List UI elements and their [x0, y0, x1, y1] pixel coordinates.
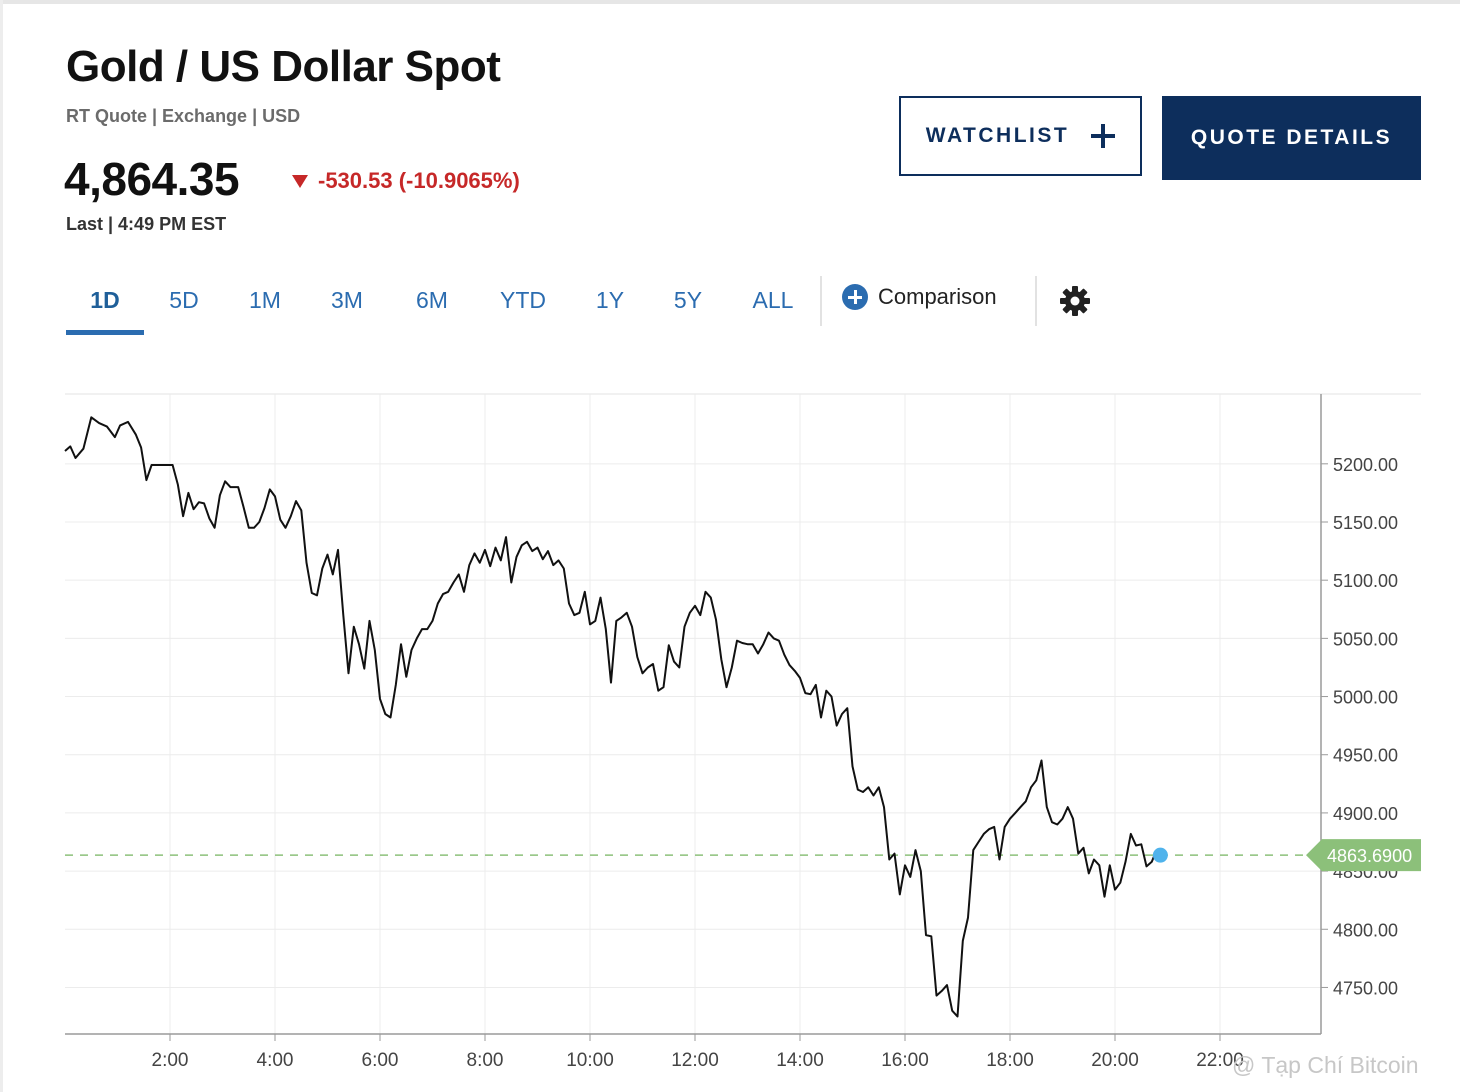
price-change: -530.53 (-10.9065%) — [292, 168, 520, 194]
quote-details-label: QUOTE DETAILS — [1190, 126, 1393, 149]
x-tick-label: 20:00 — [1091, 1050, 1139, 1071]
gear-icon[interactable] — [1058, 284, 1092, 318]
chart-grid — [65, 393, 1421, 1034]
tab-all[interactable]: ALL — [752, 287, 794, 313]
last-price: 4,864.35 — [64, 153, 240, 205]
comparison-button[interactable]: Comparison — [842, 284, 997, 310]
x-axis: 2:00 4:00 6:00 8:00 10:00 12:00 14:00 16:00 18:0… — [65, 1033, 1321, 1071]
watchlist-button[interactable]: WATCHLIST — [899, 96, 1142, 176]
last-price-tag-label: 4863.6900 — [1327, 846, 1412, 866]
tab-6m[interactable]: 6M — [416, 287, 448, 313]
x-tick-label: 16:00 — [881, 1050, 929, 1071]
y-tick-label: 4900.00 — [1333, 804, 1398, 824]
top-border — [0, 0, 1460, 4]
y-tick-label: 5150.00 — [1333, 513, 1398, 533]
price-chart[interactable]: 2:00 4:00 6:00 8:00 10:00 12:00 14:00 16:00 18:0… — [0, 380, 1460, 1080]
quote-details-button[interactable]: QUOTE DETAILS — [1162, 96, 1421, 180]
last-price-tag — [1306, 839, 1421, 872]
tab-1m[interactable]: 1M — [249, 287, 281, 313]
y-tick-label: 5100.00 — [1333, 571, 1398, 591]
price-series-line — [64, 416, 1156, 1018]
last-point-marker — [1152, 847, 1168, 863]
y-tick-label: 5000.00 — [1333, 688, 1398, 708]
tab-divider — [820, 276, 822, 326]
last-update-meta: Last | 4:49 PM EST — [66, 214, 227, 234]
y-axis: 4750.004800.004850.004900.004950.005000.… — [1320, 394, 1398, 1034]
tab-5d[interactable]: 5D — [169, 287, 199, 313]
left-border — [0, 0, 3, 1092]
add-circle-icon — [842, 284, 868, 310]
y-tick-label: 5200.00 — [1333, 455, 1398, 475]
x-tick-label: 8:00 — [467, 1050, 504, 1071]
y-tick-label: 4800.00 — [1333, 920, 1398, 940]
plot-area: 4863.6900 — [64, 416, 1421, 1018]
tab-5y[interactable]: 5Y — [673, 287, 703, 313]
x-tick-label: 4:00 — [257, 1050, 294, 1071]
page-title: Gold / US Dollar Spot — [66, 42, 501, 91]
x-tick-label: 18:00 — [986, 1050, 1034, 1071]
y-tick-label: 4950.00 — [1333, 746, 1398, 766]
tab-1d[interactable]: 1D — [90, 287, 120, 313]
x-tick-label: 2:00 — [152, 1050, 189, 1071]
price-change-value: -530.53 (-10.9065%) — [318, 168, 520, 193]
x-tick-label: 22:00 — [1196, 1050, 1244, 1071]
x-tick-label: 12:00 — [671, 1050, 719, 1071]
watchlist-label: WATCHLIST — [925, 124, 1070, 147]
quote-meta: RT Quote | Exchange | USD — [66, 106, 301, 126]
x-tick-label: 6:00 — [362, 1050, 399, 1071]
settings-divider — [1035, 276, 1037, 326]
plus-icon — [1091, 124, 1116, 148]
active-tab-indicator — [66, 330, 144, 335]
y-tick-label: 4750.00 — [1333, 978, 1398, 998]
x-tick-label: 10:00 — [566, 1050, 614, 1071]
tab-3m[interactable]: 3M — [331, 287, 363, 313]
tab-1y[interactable]: 1Y — [595, 287, 625, 313]
comparison-label: Comparison — [878, 284, 997, 309]
y-tick-label: 5050.00 — [1333, 629, 1398, 649]
down-arrow-icon — [292, 174, 308, 188]
x-tick-label: 14:00 — [776, 1050, 824, 1071]
tab-ytd[interactable]: YTD — [500, 287, 546, 313]
watermark: @ Tạp Chí Bitcoin — [1232, 1052, 1419, 1078]
